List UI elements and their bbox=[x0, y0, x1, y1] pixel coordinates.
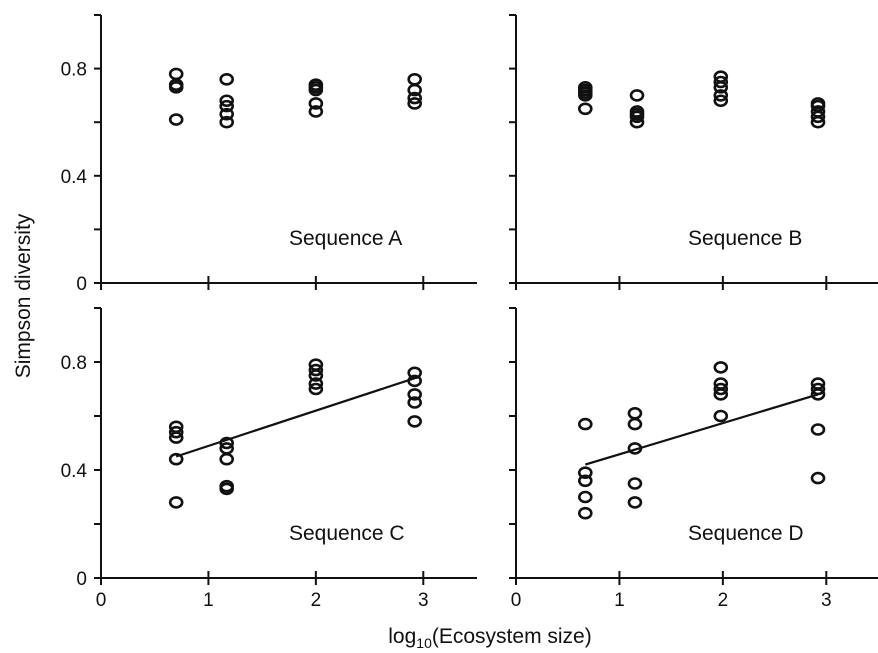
y-tick-label: 0.8 bbox=[61, 60, 87, 81]
data-point bbox=[308, 377, 324, 390]
y-tick-label: 0.4 bbox=[61, 167, 88, 188]
panel-sequence-c: 0 0.4 0.8 0 1 2 3 Sequence C bbox=[61, 307, 477, 611]
data-point bbox=[407, 83, 422, 97]
x-tick-label: 0 bbox=[96, 590, 107, 611]
data-point bbox=[308, 382, 324, 396]
data-point bbox=[407, 73, 422, 86]
data-point bbox=[629, 89, 645, 102]
data-point bbox=[577, 466, 593, 480]
panel-sequence-b: Sequence B bbox=[509, 14, 878, 290]
data-point bbox=[168, 496, 184, 509]
data-point bbox=[168, 81, 184, 94]
x-axis-title: log10(Ecosystem size) bbox=[388, 625, 591, 651]
data-point bbox=[577, 417, 593, 431]
data-point bbox=[407, 415, 422, 428]
data-point bbox=[627, 477, 643, 490]
data-point bbox=[713, 81, 729, 94]
regression-line bbox=[584, 393, 819, 466]
data-point bbox=[219, 452, 234, 466]
data-point bbox=[407, 374, 422, 388]
x-tick-label: 3 bbox=[418, 590, 429, 611]
data-point bbox=[308, 105, 324, 118]
data-point bbox=[627, 417, 643, 431]
data-point bbox=[629, 115, 645, 129]
data-point bbox=[219, 94, 234, 108]
data-point bbox=[810, 382, 826, 396]
data-point bbox=[577, 89, 593, 102]
data-point bbox=[168, 452, 184, 466]
data-point bbox=[168, 425, 184, 439]
x-tick-label: 2 bbox=[311, 590, 322, 611]
data-point bbox=[219, 115, 234, 129]
data-point bbox=[577, 506, 593, 520]
y-tick-label: 0 bbox=[76, 569, 87, 590]
y-tick-label: 0.4 bbox=[61, 461, 88, 482]
x-axis-title-suffix: (Ecosystem size) bbox=[432, 625, 592, 648]
data-point bbox=[810, 110, 826, 124]
data-point bbox=[407, 91, 422, 105]
data-point bbox=[577, 474, 593, 488]
data-point bbox=[713, 94, 729, 108]
x-axis-title-prefix: log bbox=[388, 625, 416, 648]
panel-label: Sequence C bbox=[289, 522, 405, 545]
data-point bbox=[308, 363, 324, 377]
data-point bbox=[407, 97, 422, 110]
data-point bbox=[168, 431, 184, 444]
data-point bbox=[713, 382, 729, 396]
data-point bbox=[168, 113, 184, 126]
regression-line bbox=[175, 377, 416, 458]
x-axis-title-subscript: 10 bbox=[416, 635, 432, 651]
data-point bbox=[219, 107, 234, 121]
x-tick-label: 1 bbox=[614, 590, 625, 611]
panel-label: Sequence A bbox=[289, 227, 402, 250]
panels-group: 0 0.4 0.8 Sequence A Sequence B 0 0.4 0.8 0 1 2 3 Se… bbox=[61, 14, 878, 611]
data-point bbox=[627, 406, 643, 420]
data-point bbox=[308, 97, 324, 110]
data-point bbox=[810, 423, 826, 436]
data-point bbox=[713, 409, 729, 423]
data-point bbox=[219, 482, 234, 496]
panel-label: Sequence B bbox=[688, 227, 802, 250]
data-point bbox=[627, 496, 643, 509]
data-point bbox=[219, 99, 234, 113]
data-point bbox=[629, 110, 645, 124]
data-point bbox=[810, 115, 826, 129]
data-point bbox=[713, 89, 729, 102]
data-point bbox=[577, 490, 593, 504]
x-tick-label: 1 bbox=[203, 590, 214, 611]
data-point bbox=[308, 369, 324, 382]
x-tick-label: 3 bbox=[821, 590, 832, 611]
data-point bbox=[407, 388, 422, 401]
panel-sequence-d: 0 1 2 3 Sequence D bbox=[509, 307, 878, 611]
data-point bbox=[407, 366, 422, 380]
data-point bbox=[407, 396, 422, 409]
data-point bbox=[713, 361, 729, 374]
data-point bbox=[219, 73, 234, 86]
data-point bbox=[810, 471, 826, 485]
y-tick-label: 0 bbox=[76, 274, 87, 295]
data-point bbox=[168, 67, 184, 81]
data-point bbox=[308, 83, 324, 97]
x-tick-label: 2 bbox=[718, 590, 729, 611]
data-point bbox=[713, 388, 729, 401]
y-axis-title: Simpson diversity bbox=[12, 213, 35, 378]
x-tick-label: 0 bbox=[511, 590, 522, 611]
data-point bbox=[713, 75, 729, 89]
y-tick-label: 0.8 bbox=[61, 353, 87, 374]
panel-sequence-a: 0 0.4 0.8 Sequence A bbox=[61, 14, 477, 295]
panel-label: Sequence D bbox=[688, 522, 804, 545]
data-point bbox=[219, 436, 234, 450]
data-point bbox=[627, 442, 643, 455]
data-point bbox=[810, 388, 826, 401]
data-point bbox=[577, 102, 593, 116]
